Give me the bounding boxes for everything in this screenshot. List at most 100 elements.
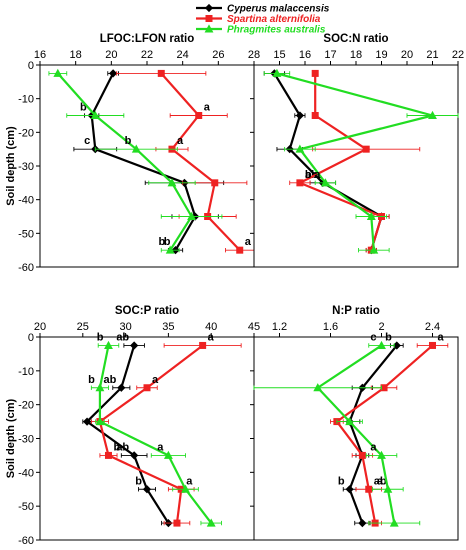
y-tick-label: 0 [28,332,34,344]
data-point [211,179,219,187]
x-tick-label: 18 [350,49,362,61]
x-tick-label: 40 [205,321,217,333]
significance-label: b [385,331,392,343]
significance-label: ab [103,374,116,386]
data-point [236,246,244,254]
panel-title: LFOC:LFON ratio [100,33,195,45]
x-tick-label: 22 [452,49,464,61]
series-line [335,344,434,524]
x-tick-label: 18 [70,49,82,61]
data-point [90,110,100,119]
y-tick-label: -60 [18,535,34,547]
x-tick-label: 45 [248,321,260,333]
series-line [57,72,193,251]
significance-label: ab [374,475,387,487]
y-tick-label: -40 [18,195,34,207]
significance-label: ab [116,441,129,453]
legend-entry: Spartina alternifolia [196,14,321,25]
significance-label: b [125,135,132,147]
y-tick-label: -10 [18,366,34,378]
data-point [389,518,399,527]
data-point [130,451,139,460]
data-point [82,417,92,426]
significance-label: a [377,475,384,487]
series-line [276,72,434,251]
data-point [429,341,436,349]
y-tick-label: -20 [18,400,34,412]
series-line [85,345,170,524]
data-point [53,68,63,77]
significance-label: c [370,331,376,343]
data-point [167,178,177,187]
x-tick-label: 21 [426,49,438,61]
legend-entry: Phragmites australis [196,24,326,36]
legend-entry: Cyperus malaccensis [196,4,330,15]
significance-label: b [113,441,120,453]
data-point [383,484,393,493]
data-point [109,69,118,78]
x-tick-label: 22 [141,49,153,61]
significance-label: a [245,236,252,248]
data-point [377,340,386,349]
series-line [98,344,204,524]
x-tick-label: 28 [248,49,260,61]
data-point [313,383,323,392]
x-tick-label: 15 [273,49,285,61]
data-point [117,383,126,392]
x-tick-label: 1.6 [323,321,338,333]
data-point [130,341,139,350]
significance-label: b [164,236,171,248]
data-point [187,211,197,220]
x-tick-label: 19 [375,49,387,61]
series-1: ab [263,69,390,255]
x-tick-label: 20 [105,49,117,61]
data-point [295,111,305,120]
chart-panel-2: SOC:N ratio 15 16 17 18 19 20 21 22 abb a [250,33,464,268]
data-point [143,384,151,392]
chart-panel-3: SOC:P ratio 20 25 30 35 40 45 0 -10 -20 -30 -40 -50 -… [5,305,260,547]
y-tick-label: -30 [18,161,34,173]
data-point [295,144,305,153]
x-tick-label: 16 [299,49,311,61]
x-tick-label: 2.4 [425,321,440,333]
y-tick-label: -60 [18,262,34,274]
x-tick-label: 17 [324,49,336,61]
series-line [160,72,241,251]
x-tick-label: 35 [162,321,174,333]
significance-label: b [80,102,87,114]
data-point [428,110,437,119]
data-point [358,518,367,528]
data-point [206,518,216,527]
significance-label: a [370,441,377,453]
data-point [358,451,366,459]
data-point [165,245,175,254]
panel-title: SOC:P ratio [115,305,179,317]
data-point [181,484,190,493]
y-tick-label: -50 [18,501,34,513]
significance-label: b [338,475,345,487]
data-point [163,450,173,459]
data-point [296,179,304,187]
significance-label: ab [116,331,129,343]
y-tick-label: -40 [18,467,34,479]
x-tick-label: 1.2 [272,321,287,333]
data-point [377,450,386,459]
legend-label: Phragmites australis [227,25,326,36]
plot-frame [39,64,255,268]
significance-label: b [305,169,312,181]
x-tick-label: 24 [177,49,189,61]
significance-label: b [88,374,95,386]
significance-label: b [135,475,142,487]
series-line [90,72,197,251]
significance-label: a [204,102,211,114]
data-point [104,451,112,459]
y-tick-label: -20 [18,127,34,139]
data-point [131,144,141,153]
legend-marker [204,24,214,33]
series-3: bb [48,68,223,254]
data-point [345,416,355,426]
